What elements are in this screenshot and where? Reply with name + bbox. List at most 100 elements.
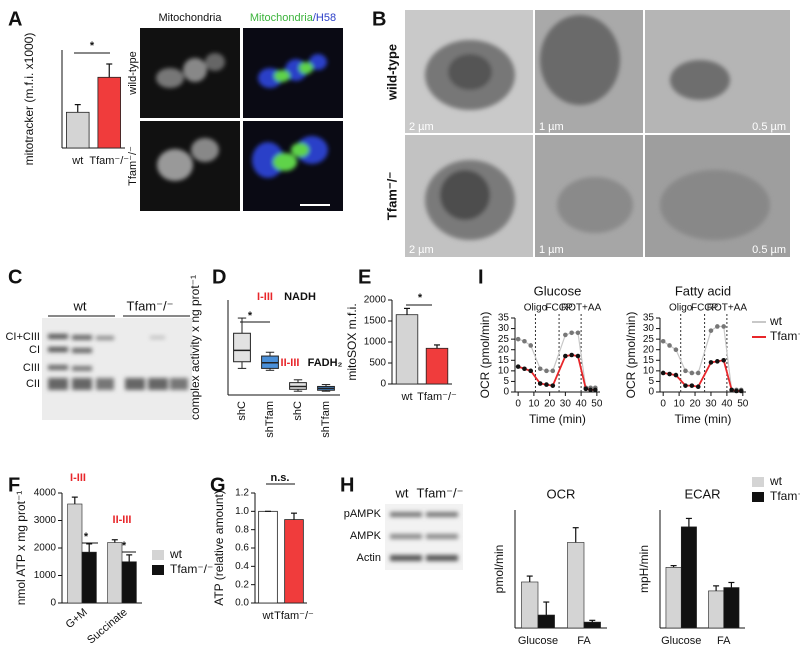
y-tick-label: 0.8	[235, 524, 249, 535]
x-tick-label: 40	[576, 399, 588, 410]
legend-swatch	[152, 565, 164, 575]
data-point	[537, 381, 543, 386]
annotation: FADH₂	[308, 357, 343, 369]
bar	[81, 551, 97, 604]
bar	[567, 542, 585, 629]
data-point	[515, 336, 521, 342]
data-point	[715, 324, 720, 329]
legend-label: Tfam⁻/⁻	[770, 329, 800, 343]
x-tick-label: Tfam⁻/⁻	[417, 391, 457, 403]
data-point	[673, 372, 679, 378]
data-point	[695, 370, 701, 376]
y-tick-label: 0.0	[235, 598, 249, 609]
data-point	[683, 368, 688, 374]
panel-letter: B	[372, 8, 386, 30]
data-point	[544, 382, 549, 387]
panel-b-images: wild-type Tfam⁻/⁻ 2 µm 1 µm 0.5 µm 2 µm …	[384, 10, 790, 257]
data-point	[537, 366, 543, 372]
legend-label: Tfam⁻/⁻	[770, 489, 800, 503]
scale-label: 1 µm	[539, 121, 564, 133]
x-tick-label: shC	[236, 401, 248, 421]
lane-label: Tfam⁻/⁻	[127, 298, 174, 313]
band-label: CIII	[23, 362, 40, 374]
data-point	[667, 343, 672, 348]
y-tick-label: 500	[369, 358, 386, 369]
data-point	[689, 370, 695, 376]
chart-title: ECAR	[684, 486, 720, 501]
bar	[708, 590, 725, 629]
bar	[121, 561, 137, 604]
y-tick-label: 30	[643, 323, 655, 334]
x-tick-label: shTfam	[264, 401, 276, 438]
panel-letter: H	[340, 474, 354, 496]
scale-label: 2 µm	[409, 244, 434, 256]
x-tick-label: Tfam⁻/⁻	[274, 610, 314, 622]
panel-letter: E	[358, 266, 371, 288]
data-point	[544, 368, 549, 374]
label-green: Mitochondria	[250, 12, 314, 24]
y-axis-label: complex activity x ng prot⁻¹	[188, 275, 202, 420]
data-point	[721, 324, 727, 329]
legend-swatch	[152, 550, 164, 560]
protein-label: Actin	[357, 552, 381, 564]
y-tick-label: 0	[50, 598, 56, 609]
bar	[395, 314, 419, 385]
annotation: I-III	[257, 291, 273, 303]
data-point	[569, 330, 574, 336]
row-label: Tfam⁻/⁻	[384, 172, 399, 221]
y-axis-label: OCR (pmol/min)	[624, 312, 638, 399]
x-tick-label: 30	[560, 399, 572, 410]
x-tick-label: Glucose	[661, 635, 701, 647]
bar	[66, 111, 90, 149]
scale-label: 0.5 µm	[752, 121, 786, 133]
x-tick-label: Glucose	[518, 635, 558, 647]
y-tick-label: 20	[643, 344, 655, 355]
panel-letter: F	[8, 474, 20, 496]
lane-label: wt	[73, 298, 87, 313]
scale-label: 2 µm	[409, 121, 434, 133]
y-tick-label: 1000	[364, 337, 387, 348]
chart-title: Fatty acid	[675, 283, 731, 298]
x-tick-label: Succinate	[85, 606, 130, 646]
data-point	[689, 383, 695, 388]
scale-label: 0.5 µm	[752, 244, 786, 256]
injection-label: ROT+AA	[707, 303, 748, 314]
panel-h-blot: wt Tfam⁻/⁻ pAMPK AMPK Actin	[344, 485, 463, 570]
x-tick-label: G+M	[64, 606, 90, 631]
x-tick-label: wt	[401, 391, 413, 403]
data-point	[550, 383, 556, 388]
x-tick-label: 0	[515, 399, 521, 410]
protein-label: AMPK	[350, 530, 382, 542]
row-label: wild-type	[384, 44, 399, 101]
y-tick-label: 20	[498, 344, 510, 355]
y-axis-label: mpH/min	[637, 545, 651, 593]
panel-letter: C	[8, 266, 22, 288]
bar	[258, 510, 278, 604]
data-point	[569, 352, 574, 358]
annotation: *	[418, 292, 423, 304]
y-axis-label: nmol ATP x mg prot⁻¹	[14, 491, 28, 606]
data-point	[715, 359, 720, 364]
band-label: CII	[26, 378, 40, 390]
y-tick-label: 30	[498, 323, 510, 334]
bar	[665, 567, 682, 629]
bar	[537, 614, 555, 629]
y-tick-label: 3000	[34, 515, 57, 526]
data-point	[575, 353, 581, 359]
bar	[583, 621, 601, 629]
x-tick-label: wt	[262, 610, 274, 622]
y-tick-label: 35	[643, 313, 655, 324]
data-point	[575, 330, 581, 336]
x-axis-label: Time (min)	[529, 412, 586, 426]
y-tick-label: 0.2	[235, 579, 249, 590]
annotation: *	[248, 310, 253, 322]
bar	[425, 347, 449, 385]
data-point	[708, 328, 714, 333]
y-tick-label: 5	[648, 376, 654, 387]
y-tick-label: 1.0	[235, 506, 249, 517]
blot-bands	[390, 512, 458, 561]
y-tick-label: 0	[503, 387, 509, 398]
x-tick-label: Tfam⁻/⁻	[89, 155, 129, 167]
data-point	[721, 357, 727, 363]
